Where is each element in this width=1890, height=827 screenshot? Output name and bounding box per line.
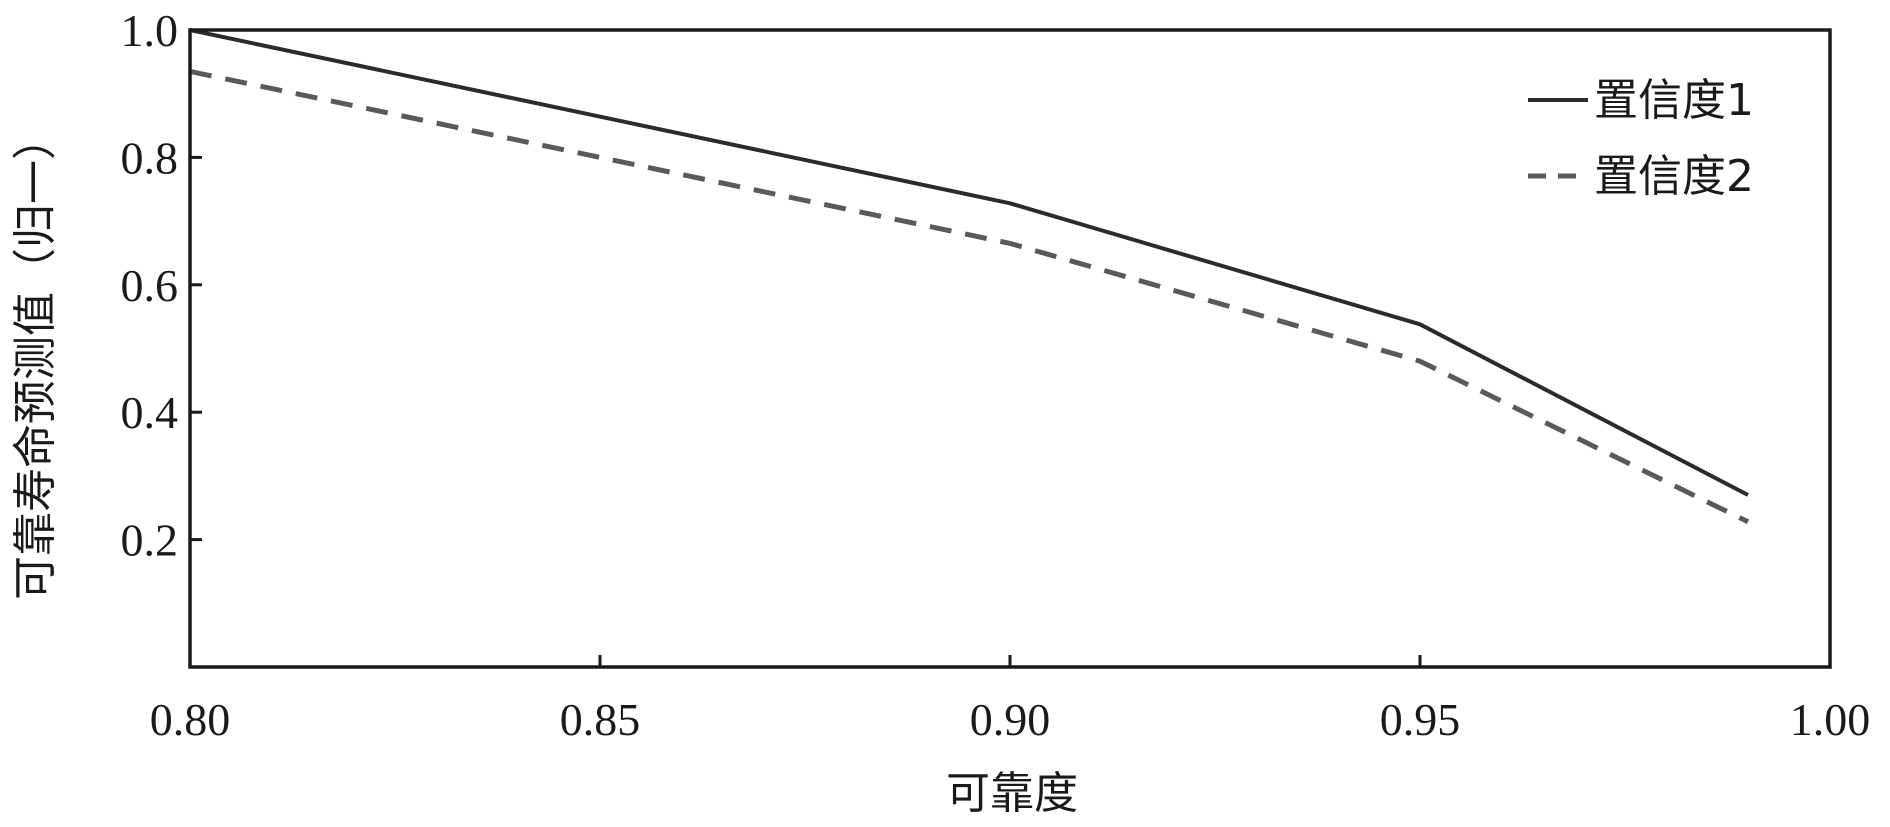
y-tick-label-1: 0.4 — [121, 387, 179, 438]
y-axis-title: 可靠寿命预测值（归一） — [10, 116, 61, 600]
x-tick-label-1: 0.85 — [560, 694, 641, 745]
x-tick-label-4: 1.00 — [1790, 694, 1871, 745]
plot-frame — [188, 28, 1832, 669]
legend-label-2: 置信度2 — [1594, 151, 1754, 202]
series-line-2 — [189, 68, 1750, 525]
y-tick-label-2: 0.6 — [121, 260, 179, 311]
series-line-1 — [189, 28, 1749, 497]
x-tick-label-0: 0.80 — [150, 694, 231, 745]
x-tick-label-3: 0.95 — [1380, 694, 1461, 745]
x-tick-label-2: 0.90 — [970, 694, 1051, 745]
y-tick-label-3: 0.8 — [121, 132, 179, 183]
axes-layer: 0.80 0.85 0.90 0.95 1.00 0.2 0.4 0.6 0.8 1.0 — [121, 5, 1871, 745]
x-axis-title: 可靠度 — [946, 768, 1078, 819]
legend: 置信度1 置信度2 — [1528, 75, 1754, 202]
y-tick-label-0: 0.2 — [121, 515, 179, 566]
series-layer — [189, 28, 1750, 525]
legend-label-1: 置信度1 — [1594, 75, 1754, 126]
y-tick-label-4: 1.0 — [121, 5, 179, 56]
